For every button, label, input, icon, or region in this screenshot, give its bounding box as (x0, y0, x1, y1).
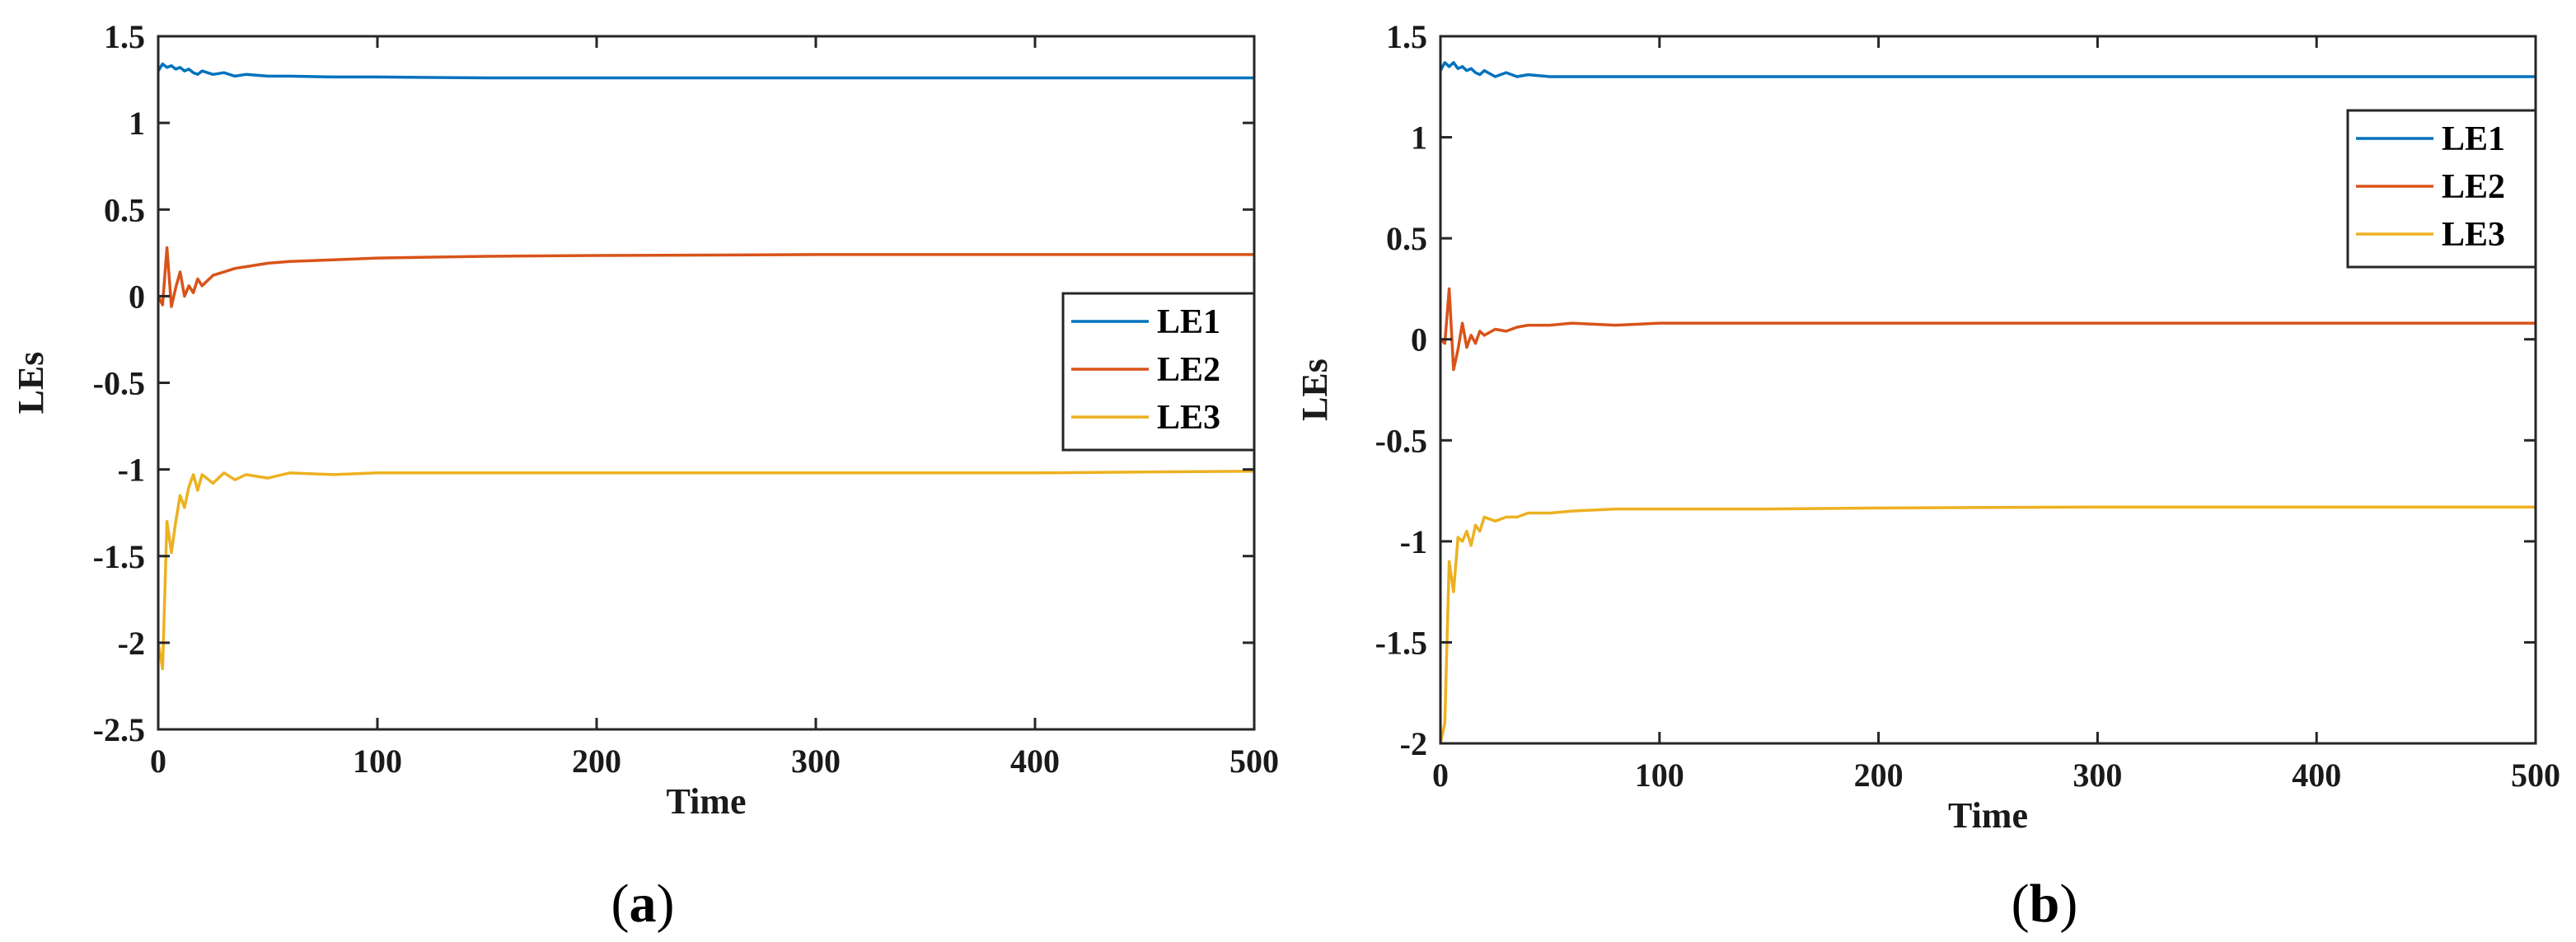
x-tick-label: 100 (353, 743, 402, 780)
x-tick-label: 200 (1854, 757, 1904, 794)
y-tick-label: -1 (118, 452, 145, 489)
y-tick-label: 1.5 (104, 18, 145, 55)
legend-box (1061, 292, 1256, 452)
y-tick-label: -1.5 (93, 538, 145, 575)
panel-label: (b) (2012, 874, 2078, 934)
y-tick-label: -0.5 (93, 365, 145, 402)
legend: LE1 LE2 LE3 (1061, 292, 1256, 452)
chart-panel-a: 0 100 200 300 400 500 1.5 1 0.5 0 -0.5 -1 -1.5 -2 -2.5… (11, 18, 1279, 934)
y-axis-label: LEs (1295, 359, 1335, 421)
y-tick-label: -2 (1400, 725, 1427, 762)
series-line-le2 (1439, 287, 2536, 372)
y-axis-label: LEs (11, 352, 51, 415)
chart-panel-b: 0 100 200 300 400 500 1.5 1 0.5 0 -0.5 -1 -1.5 -2 Time… (1295, 18, 2560, 934)
y-tick-label: 0 (129, 278, 145, 315)
x-tick-label: 400 (2292, 757, 2341, 794)
y-tick-label: -0.5 (1375, 422, 1427, 459)
x-tick-label: 500 (1229, 743, 1279, 780)
x-tick-label: 300 (2073, 757, 2122, 794)
series-line-le3 (1439, 505, 2536, 744)
x-tick-label: 0 (150, 743, 166, 780)
legend: LE1 LE2 LE3 (2346, 109, 2537, 269)
y-tick-label: 1.5 (1386, 18, 1427, 55)
x-axis-label: Time (1948, 795, 2028, 836)
x-axis-label: Time (667, 781, 747, 822)
legend-label-le3: LE3 (2442, 216, 2505, 254)
series-line-le3 (157, 469, 1255, 671)
legend-label-le2: LE2 (1157, 351, 1220, 389)
legend-label-le1: LE1 (2442, 120, 2505, 158)
legend-label-le1: LE1 (1157, 303, 1220, 341)
legend-box (2346, 109, 2537, 269)
series-line-le1 (1439, 61, 2536, 78)
y-tick-label: -1 (1400, 523, 1427, 560)
x-tick-label: 0 (1432, 757, 1449, 794)
y-tick-label: -1.5 (1375, 624, 1427, 661)
x-tick-label: 400 (1010, 743, 1060, 780)
y-tick-label: 1 (129, 105, 145, 142)
series-line-le2 (157, 246, 1254, 308)
legend-label-le3: LE3 (1157, 399, 1220, 437)
x-tick-label: 300 (791, 743, 841, 780)
y-tick-label: 0.5 (1386, 220, 1427, 257)
x-tick-label: 500 (2511, 757, 2560, 794)
series-line-le1 (157, 62, 1254, 80)
y-tick-label: 1 (1411, 120, 1427, 157)
y-tick-label: -2.5 (93, 711, 145, 748)
panel-label: (a) (611, 874, 675, 934)
axes-box (1439, 35, 2537, 745)
x-tick-label: 100 (1635, 757, 1684, 794)
y-tick-label: 0.5 (104, 191, 145, 228)
y-tick-label: -2 (118, 625, 145, 662)
x-tick-label: 200 (572, 743, 621, 780)
legend-label-le2: LE2 (2442, 168, 2505, 206)
y-tick-label: 0 (1411, 321, 1427, 359)
